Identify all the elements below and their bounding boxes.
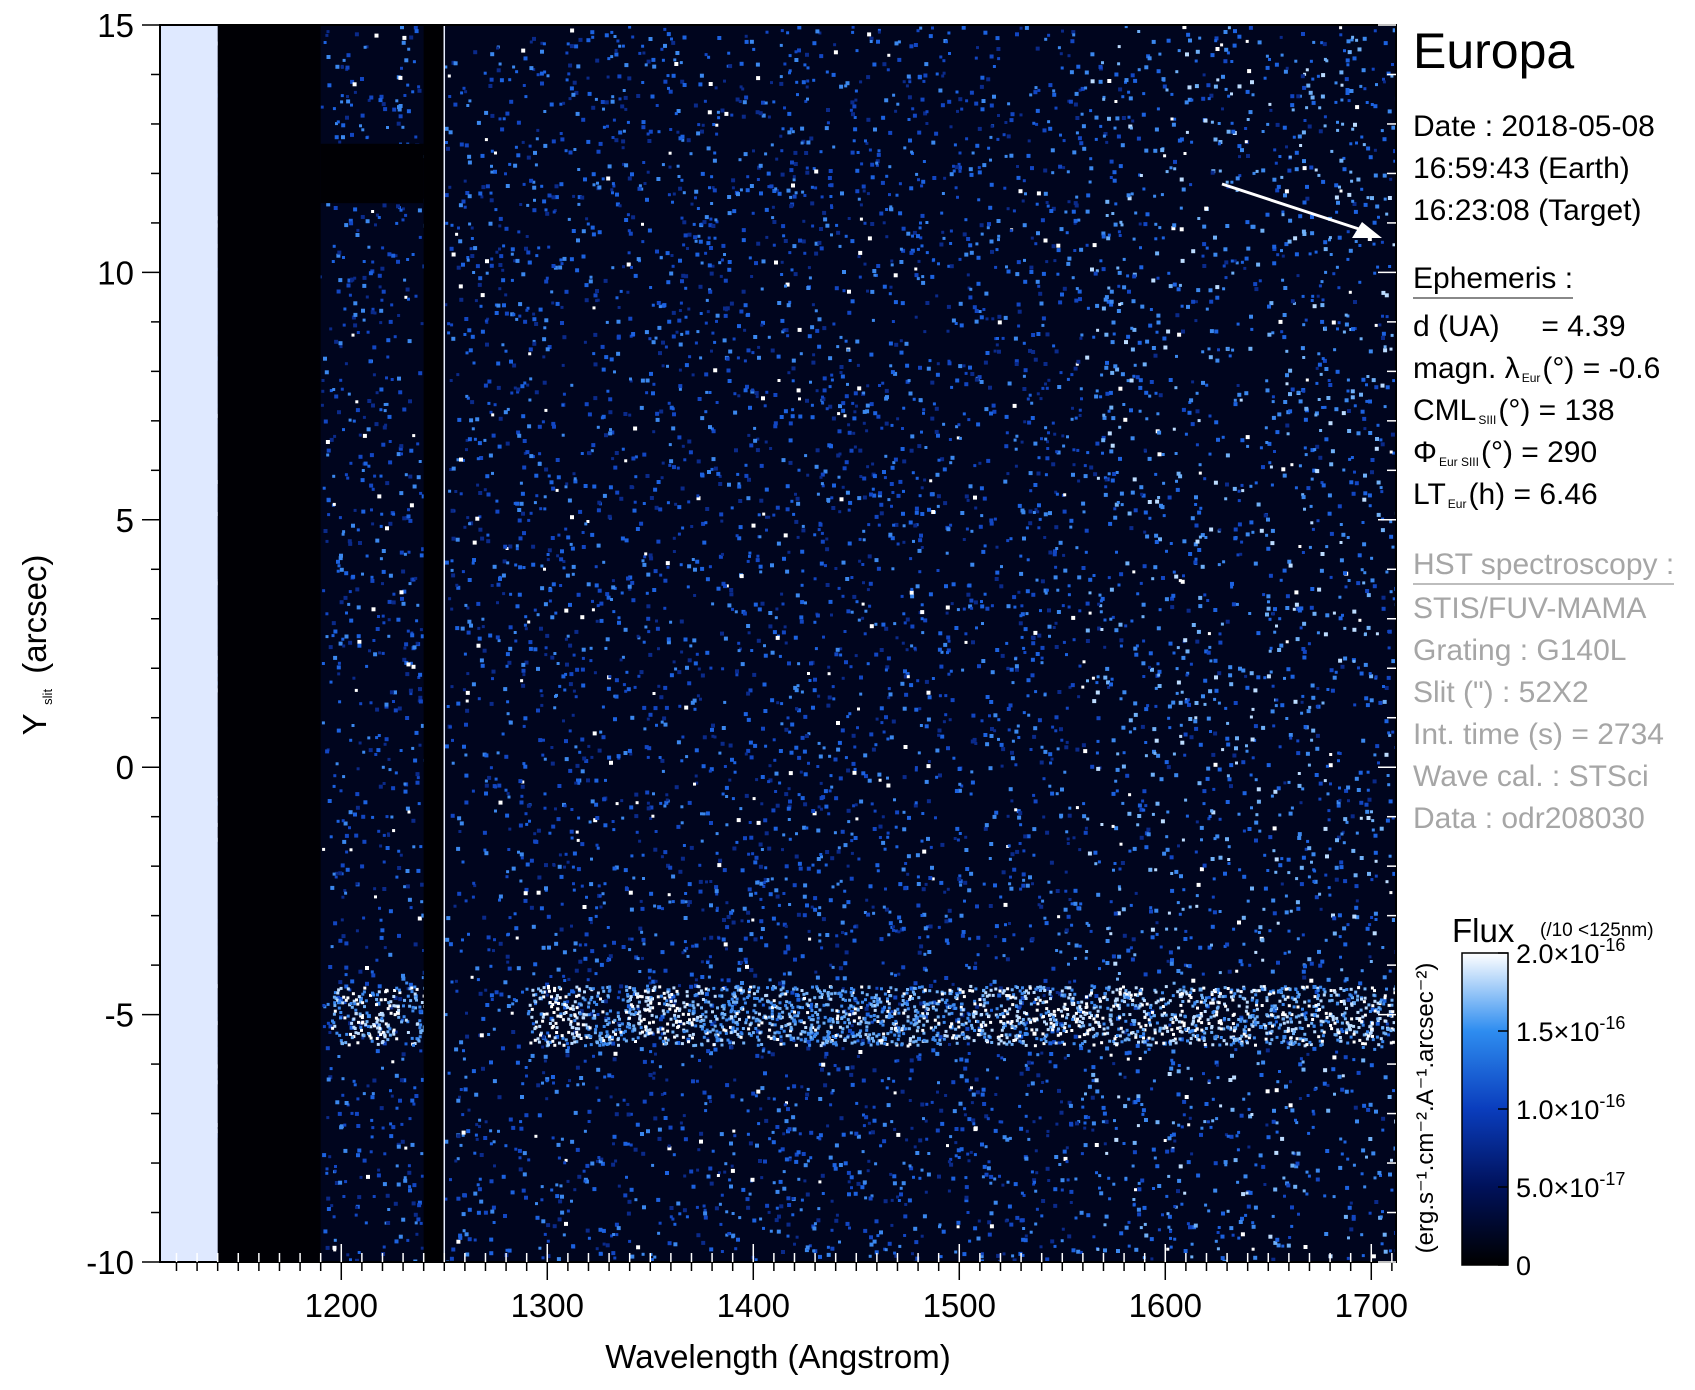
- magn-label: magn. λ: [1413, 352, 1520, 385]
- colorbar-tick-mantissa: 1.0×10: [1516, 1095, 1599, 1125]
- magn-row: magn. λ Eur(°) = -0.6: [1413, 352, 1660, 386]
- phi-row: Φ Eur SIII(°) = 290: [1413, 436, 1597, 470]
- lt-sub: Eur: [1447, 497, 1467, 511]
- colorbar-tick-exponent: -16: [1599, 1091, 1625, 1111]
- colorbar-tick-label: 1.5×10-16: [1516, 1013, 1625, 1047]
- lt-label: LT: [1413, 478, 1446, 511]
- earth-time: 16:59:43 (Earth): [1413, 152, 1630, 185]
- colorbar-unit: (erg.s⁻¹.cm⁻².A⁻¹.arcsec⁻²): [1412, 963, 1439, 1254]
- colorbar-tick-exponent: -17: [1599, 1169, 1625, 1189]
- phi-value: (°) = 290: [1480, 436, 1598, 469]
- magn-value: (°) = -0.6: [1542, 352, 1661, 385]
- dark-patch: [320, 143, 424, 204]
- slit: Slit (") : 52X2: [1413, 676, 1589, 709]
- colorbar-ticks: 05.0×10-171.0×10-161.5×10-162.0×10-16: [1498, 935, 1625, 1281]
- y-axis-label-main: Y: [16, 713, 53, 735]
- colorbar-tick-exponent: -16: [1599, 1013, 1625, 1033]
- x-tick-label: 1500: [923, 1287, 996, 1324]
- colorbar: 05.0×10-171.0×10-161.5×10-162.0×10-16 Fl…: [1412, 912, 1654, 1281]
- direction-arrow: [1221, 182, 1382, 238]
- colorbar-tick-mantissa: 2.0×10: [1516, 939, 1599, 969]
- y-axis-label-sub: slit: [40, 689, 55, 705]
- cml-row: CML SIII(°) = 138: [1413, 394, 1615, 428]
- y-axis: -10 -5 0 5 10 15: [86, 7, 1396, 1281]
- grating: Grating : G140L: [1413, 634, 1627, 667]
- y-axis-label: Y slit (arcsec): [16, 555, 55, 736]
- cml-value: (°) = 138: [1498, 394, 1615, 427]
- heatmap-area: [160, 25, 1396, 1262]
- int-time: Int. time (s) = 2734: [1413, 718, 1664, 751]
- hst-header: HST spectroscopy :: [1413, 548, 1675, 585]
- colorbar-tick-label: 2.0×10-16: [1516, 935, 1625, 969]
- dark-column-2: [423, 25, 445, 1262]
- x-tick-label: 1400: [717, 1287, 790, 1324]
- lt-row: LT Eur(h) = 6.46: [1413, 478, 1598, 512]
- colorbar-tick-mantissa: 1.5×10: [1516, 1017, 1599, 1047]
- plot-frame: [159, 24, 1397, 1263]
- instrument: STIS/FUV-MAMA: [1413, 592, 1647, 625]
- colorbar-tick-label: 0: [1516, 1251, 1531, 1281]
- colorbar-tick-label: 1.0×10-16: [1516, 1091, 1625, 1125]
- colorbar-note: (/10 <125nm): [1540, 920, 1654, 941]
- phi-sub: Eur SIII: [1438, 455, 1479, 469]
- cml-sub: SIII: [1478, 413, 1497, 427]
- y-axis-label-unit: (arcsec): [16, 555, 53, 674]
- colorbar-tick-mantissa: 0: [1516, 1251, 1531, 1281]
- lt-value: (h) = 6.46: [1468, 478, 1598, 511]
- x-tick-label: 1200: [305, 1287, 378, 1324]
- chart-title: Europa: [1413, 23, 1575, 79]
- colorbar-tick-mantissa: 5.0×10: [1516, 1173, 1599, 1203]
- y-tick-label: -10: [86, 1244, 134, 1281]
- y-tick-label: 5: [116, 502, 134, 539]
- bright-edge: [160, 25, 218, 1262]
- x-tick-label: 1600: [1129, 1287, 1202, 1324]
- heatmap-background: [160, 25, 1396, 1262]
- dark-column: [217, 25, 321, 1262]
- phi-label: Φ: [1413, 436, 1437, 469]
- colorbar-tick-exponent: -16: [1599, 935, 1625, 955]
- x-axis-label: Wavelength (Angstrom): [605, 1338, 950, 1375]
- x-axis: 1200 1300 1400 1500 1600 1700: [175, 1244, 1408, 1324]
- data-id: Data : odr208030: [1413, 802, 1645, 835]
- x-tick-label: 1700: [1335, 1287, 1408, 1324]
- y-tick-label: 15: [97, 7, 134, 44]
- colorbar-title: Flux: [1452, 912, 1515, 949]
- magn-sub: Eur: [1521, 371, 1541, 385]
- target-time: 16:23:08 (Target): [1413, 194, 1642, 227]
- distance-label: d (UA): [1413, 310, 1500, 343]
- x-tick-label: 1300: [511, 1287, 584, 1324]
- distance-value: = 4.39: [1541, 310, 1626, 343]
- cml-label: CML: [1413, 394, 1477, 427]
- y-tick-label: 0: [116, 749, 134, 786]
- wave-cal: Wave cal. : STSci: [1413, 760, 1649, 793]
- date-line: Date : 2018-05-08: [1413, 110, 1655, 143]
- colorbar-tick-label: 5.0×10-17: [1516, 1169, 1625, 1203]
- heatmap-features: [160, 25, 446, 1262]
- y-tick-label: 10: [97, 254, 134, 291]
- y-tick-label: -5: [105, 997, 134, 1034]
- ephemeris-header: Ephemeris :: [1413, 262, 1574, 299]
- distance-row: d (UA) = 4.39: [1413, 310, 1626, 344]
